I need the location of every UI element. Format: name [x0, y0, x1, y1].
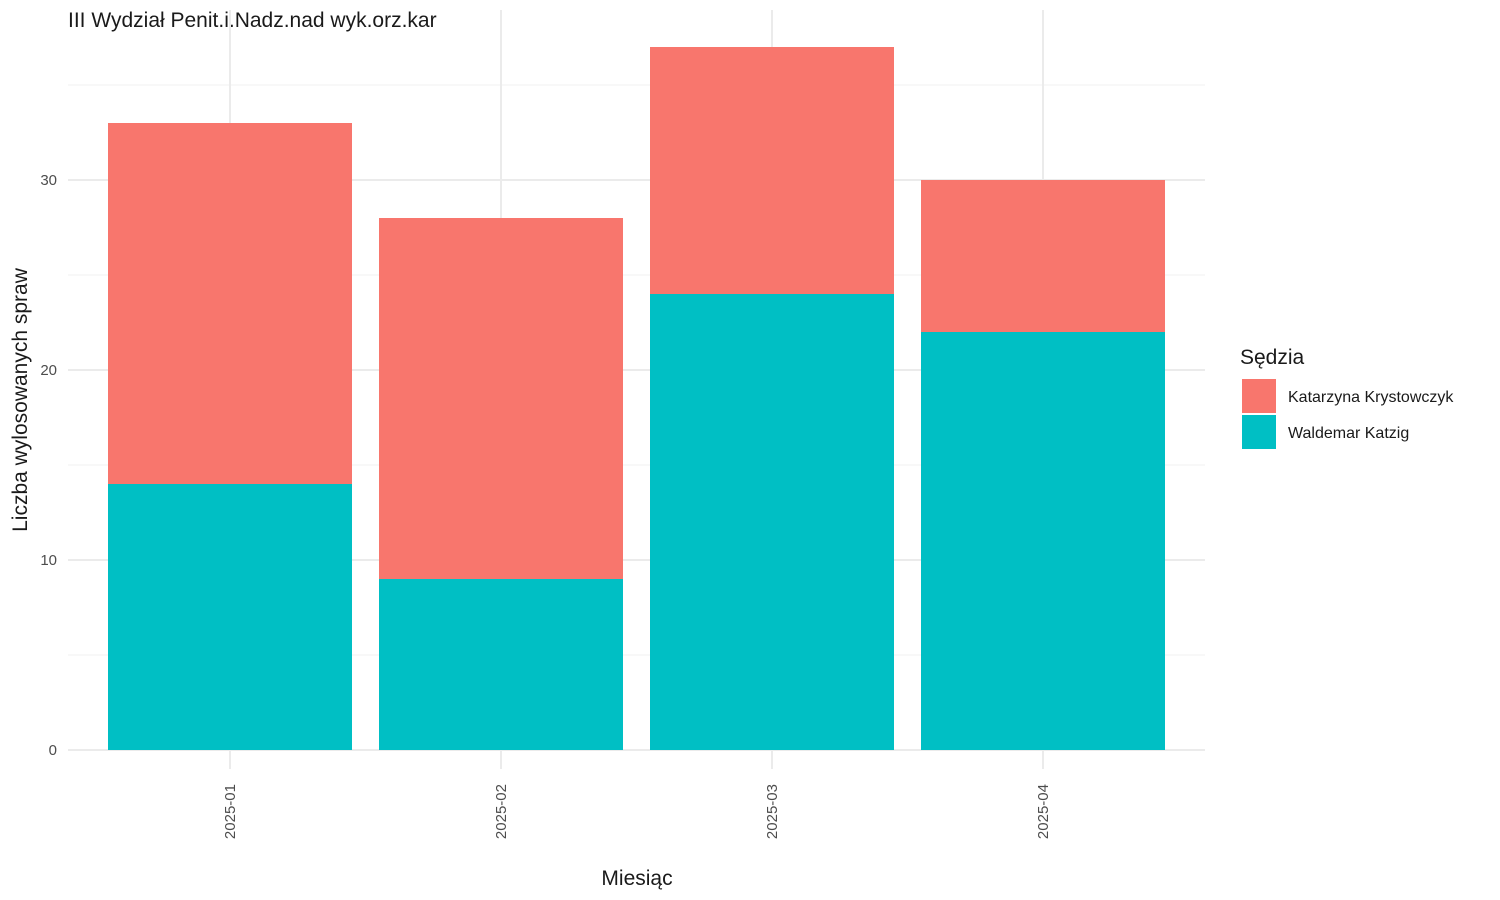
legend-label: Katarzyna Krystowczyk: [1288, 389, 1454, 406]
bar-2025-01-top: [108, 123, 352, 484]
y-tick-label: 30: [40, 172, 57, 189]
y-axis-title: Liczba wylosowanych spraw: [9, 267, 32, 532]
bar-2025-02-top: [379, 218, 623, 579]
x-axis-title: Miesiąc: [601, 867, 672, 890]
x-tick-label: 2025-04: [1035, 784, 1052, 839]
y-axis-ticks: 0 10 20 30: [40, 172, 57, 759]
chart-title: III Wydział Penit.i.Nadz.nad wyk.orz.kar: [68, 9, 437, 32]
bar-2025-04-top: [921, 180, 1165, 332]
x-axis-ticks: 2025-01 2025-02 2025-03 2025-04: [222, 784, 1052, 839]
bars: [108, 47, 1165, 750]
legend-title: Sędzia: [1240, 346, 1305, 369]
bar-2025-04-bottom: [921, 332, 1165, 750]
x-tick-label: 2025-03: [764, 784, 781, 839]
bar-2025-01-bottom: [108, 484, 352, 750]
x-tick-label: 2025-02: [493, 784, 510, 839]
y-tick-label: 20: [40, 362, 57, 379]
bar-2025-02-bottom: [379, 579, 623, 750]
legend: Sędzia Katarzyna Krystowczyk Waldemar Kat…: [1240, 346, 1454, 449]
x-tick-label: 2025-01: [222, 784, 239, 839]
legend-swatch: [1242, 415, 1276, 449]
y-tick-label: 0: [49, 742, 57, 759]
y-tick-label: 10: [40, 552, 57, 569]
bar-2025-03-bottom: [650, 294, 894, 750]
bar-2025-03-top: [650, 47, 894, 294]
legend-swatch: [1242, 379, 1276, 413]
legend-label: Waldemar Katzig: [1288, 425, 1409, 442]
